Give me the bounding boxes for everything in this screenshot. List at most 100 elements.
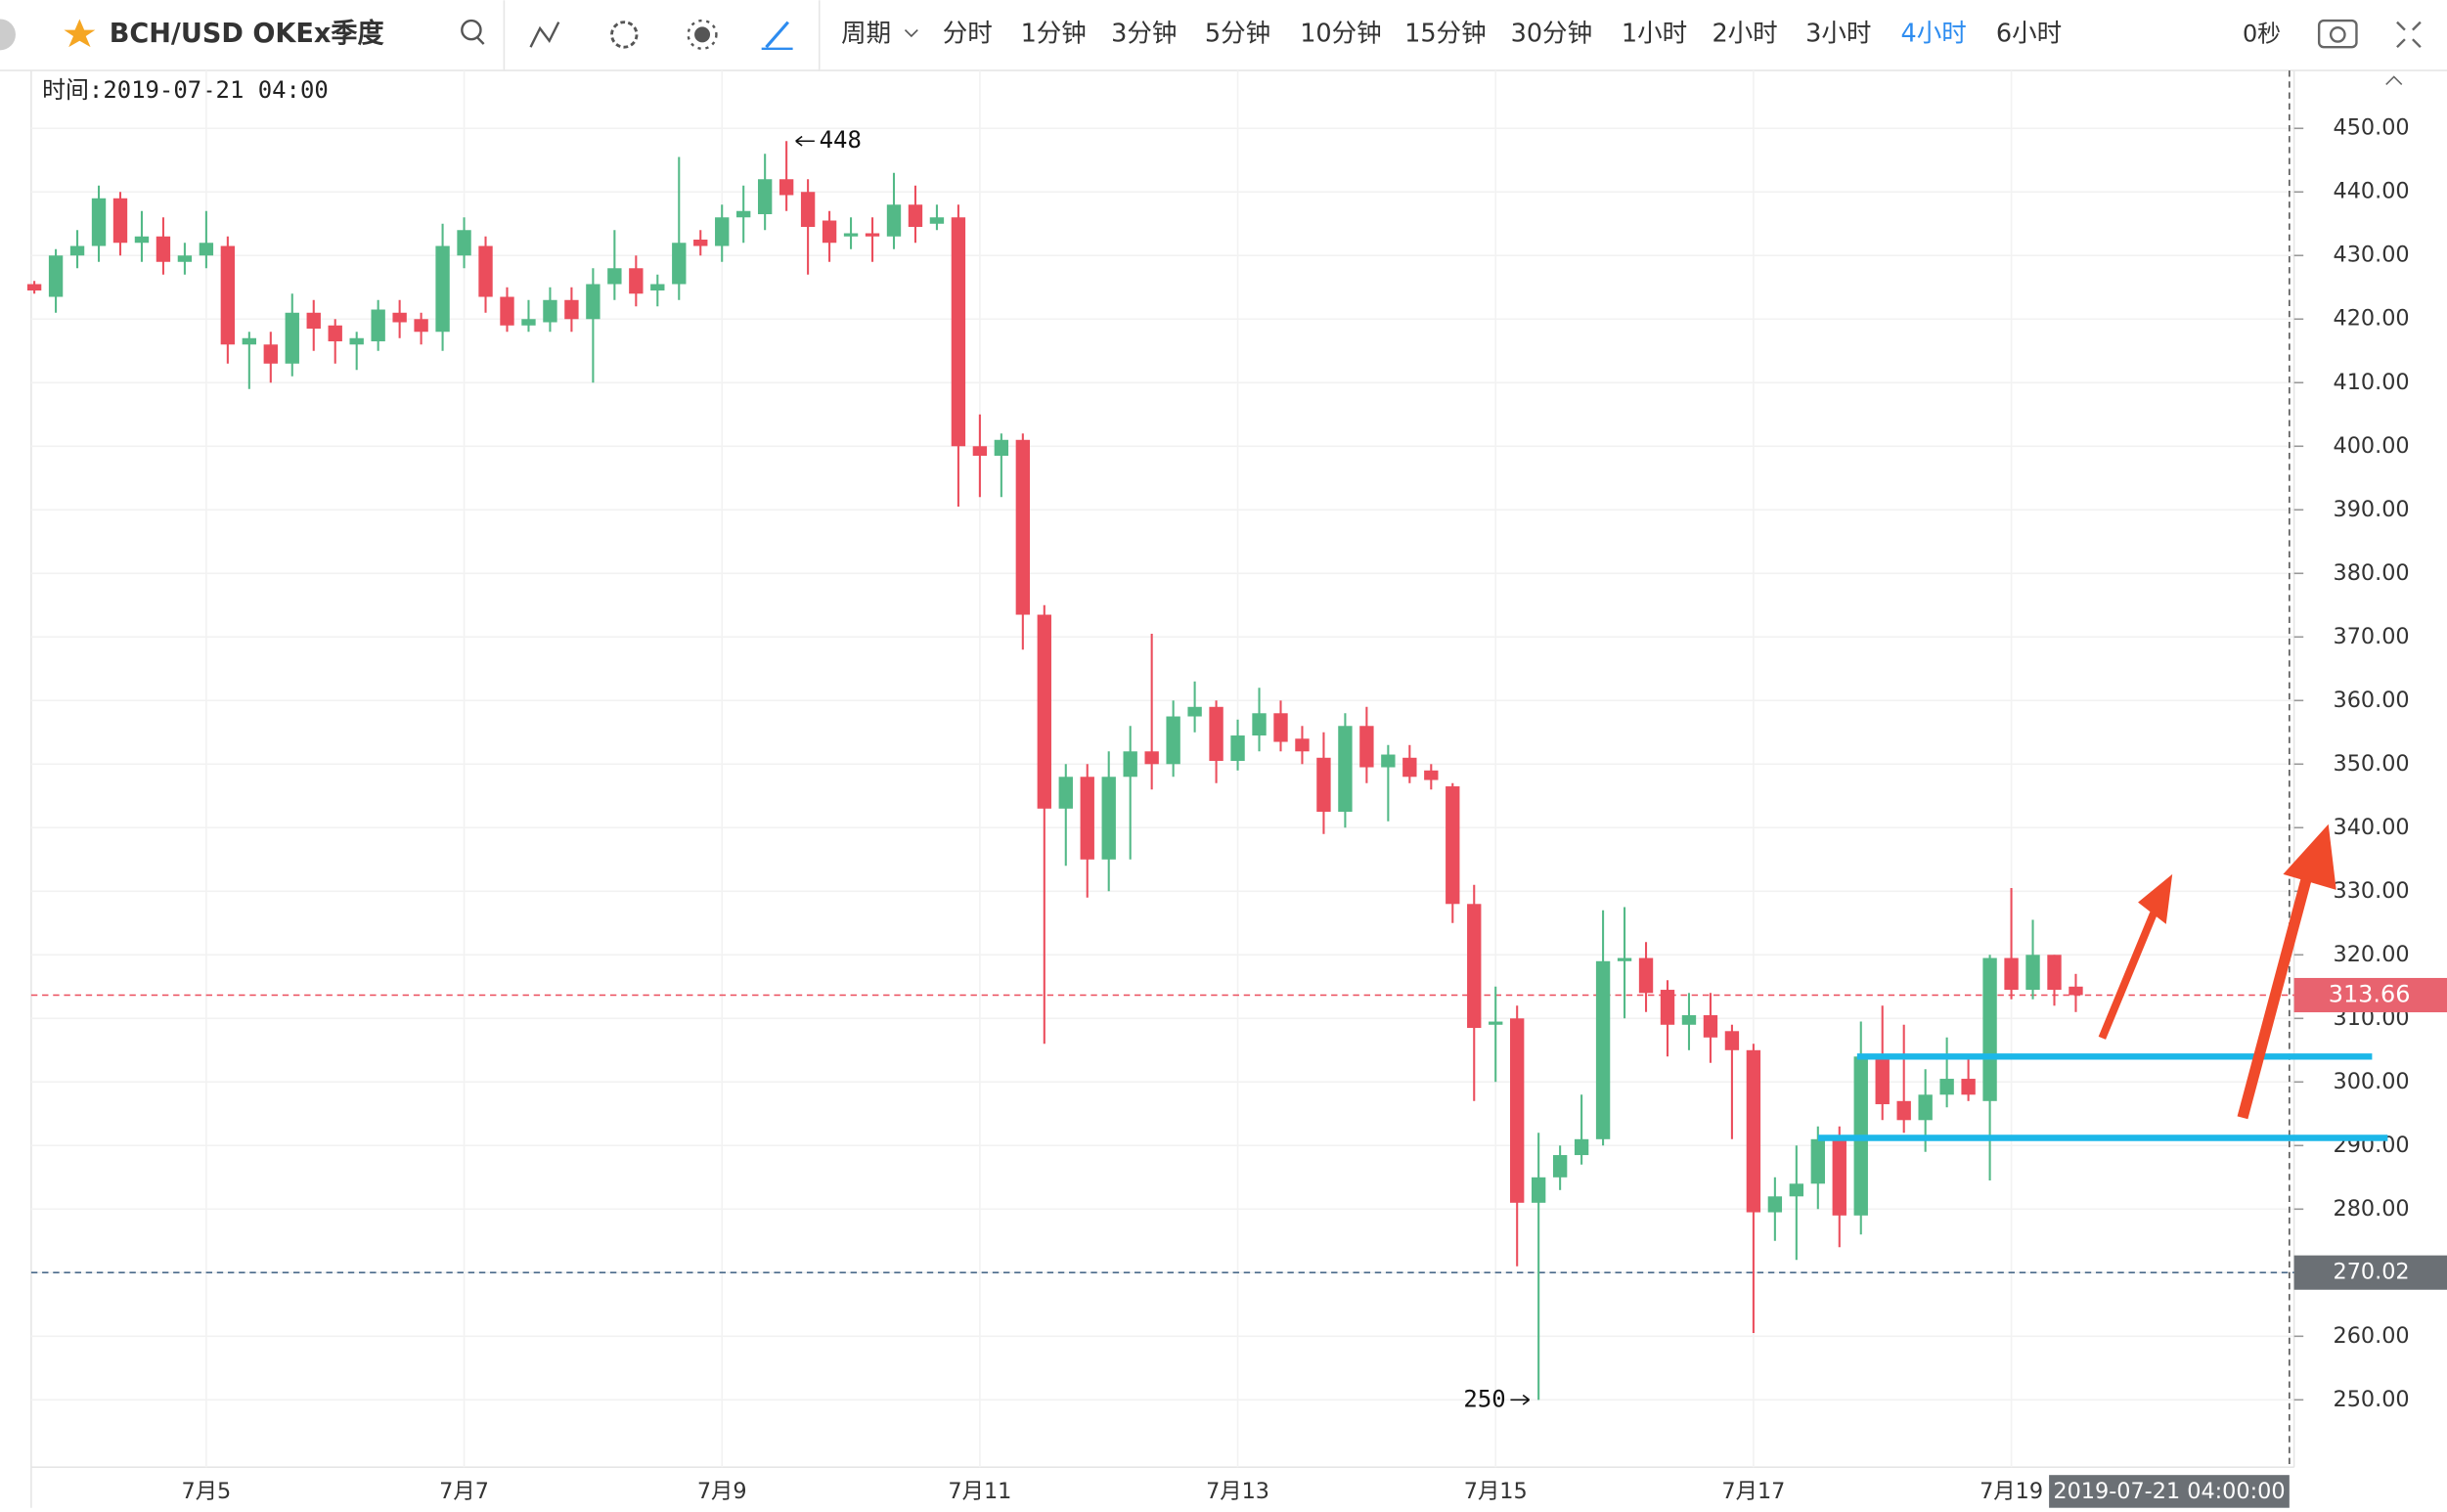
candle-body	[414, 319, 428, 333]
candle-body	[1574, 1138, 1589, 1156]
x-tick-label: 7月15	[1464, 1479, 1528, 1504]
interval-button[interactable]: 6小时	[1996, 19, 2062, 48]
x-tick-label: 7月9	[697, 1479, 747, 1504]
settings-icon[interactable]	[610, 21, 639, 49]
crosshair-price-badge	[2293, 1255, 2447, 1290]
candle-body	[1982, 957, 1997, 1101]
theme-icon[interactable]	[694, 26, 711, 43]
candle-body	[1015, 439, 1031, 615]
candle-body	[1295, 738, 1310, 752]
camera-icon[interactable]	[2329, 26, 2346, 43]
candle-body	[349, 337, 364, 345]
candle-body	[1252, 713, 1267, 736]
candle-body	[1724, 1031, 1740, 1050]
interval-button[interactable]: 1小时	[1622, 19, 1687, 48]
candle-body	[521, 319, 536, 326]
candle-body	[800, 192, 816, 228]
crosshair-price-label: 270.02	[2334, 1260, 2410, 1285]
candle-body	[306, 312, 321, 330]
candle-body	[285, 312, 299, 364]
candle-body	[48, 255, 64, 297]
candle-body	[112, 198, 128, 244]
candle-body	[1595, 960, 1611, 1139]
candle-body	[1230, 735, 1245, 762]
drawing-arrows	[2098, 823, 2336, 1120]
crosshair-time-badge	[2049, 1475, 2290, 1508]
candle-body	[328, 325, 342, 342]
candle-body	[1144, 751, 1159, 765]
y-tick-label: 280.00	[2334, 1196, 2410, 1222]
crosshair-time-label: 2019-07-21 04:00:00	[2053, 1479, 2285, 1504]
x-tick-label: 7月19	[1980, 1479, 2043, 1504]
logo	[0, 19, 16, 51]
interval-button[interactable]: 分时	[943, 19, 993, 48]
candle-body	[886, 204, 902, 237]
camera-icon[interactable]	[2317, 19, 2358, 49]
countdown: 0秒	[2243, 20, 2281, 47]
interval-button[interactable]: 15分钟	[1404, 19, 1487, 48]
candle-body	[1767, 1196, 1783, 1213]
interval-button[interactable]: 2小时	[1712, 19, 1777, 48]
candle-body	[1058, 777, 1073, 809]
candle-body	[951, 217, 966, 447]
candle-body	[371, 309, 385, 342]
arrow-head	[2138, 873, 2173, 924]
candle-body	[1187, 706, 1202, 717]
x-tick-label: 7月5	[182, 1479, 232, 1504]
candle-body	[564, 299, 579, 320]
candle-body	[1810, 1138, 1825, 1184]
theme-icon[interactable]	[687, 19, 718, 50]
candle-body	[1273, 713, 1288, 742]
candle-body	[1531, 1177, 1546, 1203]
interval-button[interactable]: 10分钟	[1300, 19, 1382, 48]
candle-body	[908, 204, 923, 228]
indicator-icon[interactable]	[529, 22, 560, 48]
candle-body	[607, 268, 622, 285]
interval-button[interactable]: 3分钟	[1111, 19, 1177, 48]
y-tick-label: 330.00	[2334, 878, 2410, 904]
last-price-label: 313.66	[2329, 981, 2411, 1008]
interval-button[interactable]: 3小时	[1805, 19, 1871, 48]
candle-body	[843, 233, 859, 237]
draw-icon[interactable]	[765, 21, 790, 49]
period-menu[interactable]: 周期	[841, 19, 891, 48]
time-readout: 时间:2019-07-21 04:00	[42, 76, 329, 104]
symbol[interactable]: BCH/USD OKEx季度	[110, 18, 385, 49]
search-icon[interactable]	[476, 36, 485, 45]
arrow	[2098, 912, 2158, 1040]
x-tick-label: 7月11	[948, 1479, 1011, 1504]
candle-body	[1316, 757, 1331, 813]
candle-body	[1703, 1015, 1718, 1038]
x-tick-label: 7月7	[439, 1479, 489, 1504]
scroll-up[interactable]	[2385, 75, 2403, 86]
candle-body	[1080, 777, 1094, 860]
candle-body	[1789, 1183, 1804, 1197]
y-tick-label: 300.00	[2334, 1069, 2410, 1094]
y-tick-label: 420.00	[2334, 306, 2410, 332]
candle-body	[779, 179, 794, 196]
candle-body	[2004, 957, 2019, 991]
candle-body	[1681, 1015, 1697, 1025]
candle-body	[478, 245, 493, 297]
interval-button[interactable]: 30分钟	[1511, 19, 1593, 48]
candle-body	[1617, 957, 1632, 961]
candle-body	[865, 233, 880, 237]
candle-body	[26, 284, 42, 291]
high-arrow	[795, 135, 815, 147]
candle-body	[91, 198, 107, 246]
interval-button[interactable]: 5分钟	[1205, 19, 1270, 48]
candle-body	[1037, 614, 1051, 809]
fullscreen-icon[interactable]	[2396, 21, 2422, 49]
candle-body	[69, 245, 85, 256]
candle-body	[1489, 1021, 1503, 1025]
candle-body	[435, 245, 450, 333]
high-label: 448	[820, 126, 862, 154]
period-caret	[904, 29, 918, 38]
interval-button[interactable]: 4小时	[1901, 19, 1967, 48]
candle-body	[672, 243, 687, 285]
favorite-icon[interactable]	[64, 19, 96, 48]
candle-body	[177, 255, 193, 262]
candle-body	[1123, 751, 1137, 778]
search-icon[interactable]	[461, 19, 482, 41]
interval-button[interactable]: 1分钟	[1021, 19, 1087, 48]
